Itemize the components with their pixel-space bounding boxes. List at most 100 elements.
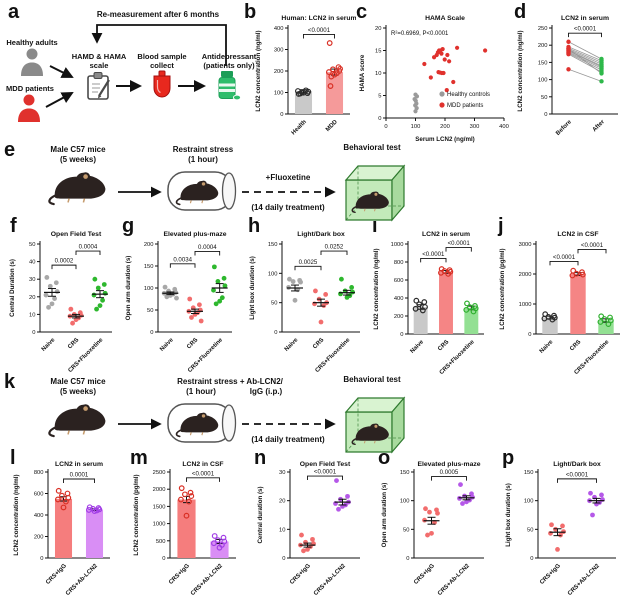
- svg-text:0: 0: [544, 112, 547, 118]
- svg-text:LCN2 concentration (pg/ml): LCN2 concentration (pg/ml): [499, 248, 506, 329]
- svg-text:400: 400: [34, 513, 44, 519]
- panel-letter-g: g: [122, 215, 135, 237]
- svg-text:MDD: MDD: [325, 119, 339, 133]
- svg-text:300: 300: [470, 124, 480, 130]
- svg-text:Central Duration (s): Central Duration (s): [9, 259, 16, 317]
- svg-text:150: 150: [524, 470, 534, 476]
- svg-text:HAMA Scale: HAMA Scale: [425, 15, 465, 22]
- svg-text:0: 0: [32, 330, 35, 336]
- svg-text:Elevated plus-maze: Elevated plus-maze: [163, 231, 226, 238]
- scale-label-1: HAMD & HAMA: [72, 52, 127, 61]
- remeasure-arrow: [91, 24, 227, 66]
- behavior-box-icon: [345, 397, 405, 453]
- panel-letter-c: c: [356, 1, 368, 23]
- panel-letter-m: m: [130, 447, 148, 469]
- svg-text:Light box duration (s): Light box duration (s): [249, 256, 256, 320]
- svg-text:800: 800: [34, 470, 44, 476]
- remeasure-label: Re-measurement after 6 months: [97, 10, 220, 19]
- mice-label-1: Male C57 mice: [50, 377, 106, 386]
- svg-text:100: 100: [538, 78, 548, 84]
- svg-text:150: 150: [400, 470, 410, 476]
- svg-text:100: 100: [144, 286, 154, 292]
- svg-text:600: 600: [394, 278, 404, 284]
- svg-text:R²=0.6969, P<0.0001: R²=0.6969, P<0.0001: [391, 31, 449, 37]
- mdd-patients-label: MDD patients: [6, 84, 54, 93]
- svg-text:100: 100: [411, 124, 421, 130]
- svg-text:50: 50: [527, 527, 533, 533]
- svg-text:Serum LCN2 (ng/ml): Serum LCN2 (ng/ml): [415, 136, 474, 143]
- chart-svg-b: Human: LCN2 in serum 0 100 200 300 400 LCN2 co…: [255, 15, 357, 136]
- svg-text:CRS+Ab-LCN2: CRS+Ab-LCN2: [567, 563, 601, 597]
- svg-text:Naive: Naive: [539, 339, 555, 355]
- svg-text:0.0025: 0.0025: [299, 259, 318, 266]
- svg-text:10: 10: [375, 71, 381, 77]
- mdd-person-icon: [18, 94, 40, 122]
- svg-text:20: 20: [375, 26, 381, 32]
- svg-text:<0.0001: <0.0001: [566, 471, 589, 478]
- svg-text:1000: 1000: [519, 302, 532, 308]
- svg-text:Naive: Naive: [410, 339, 426, 355]
- behavior-box-icon: [345, 165, 405, 221]
- svg-text:LCN2 concentration (ng/ml): LCN2 concentration (ng/ml): [255, 30, 262, 111]
- svg-text:CRS+IgG: CRS+IgG: [289, 563, 312, 586]
- chart-svg-p: Light/Dark box 0 50 100 150 Light box duratio…: [505, 461, 616, 597]
- svg-text:0.0005: 0.0005: [440, 469, 459, 476]
- antidepressant-label-2: (patients only): [203, 61, 255, 70]
- svg-text:1000: 1000: [391, 242, 404, 248]
- svg-text:Before: Before: [555, 119, 573, 137]
- svg-text:Open Field Test: Open Field Test: [300, 461, 351, 468]
- svg-text:150: 150: [144, 264, 154, 270]
- behavioral-test-label: Behavioral test: [343, 143, 401, 152]
- chart-svg-d: LCN2 in serum 0 50 100 150 200 250 LCN2 concent…: [517, 15, 618, 137]
- chart-svg-c: HAMA Scale 0 5 10 15 20 HAMA score 0 100 200 300 40…: [359, 15, 509, 143]
- svg-text:<0.0001: <0.0001: [553, 254, 576, 261]
- svg-text:0: 0: [40, 556, 43, 562]
- svg-text:100: 100: [268, 271, 278, 277]
- panel-letter-n: n: [254, 447, 267, 469]
- arrow-mdd-to-scale: [45, 92, 74, 108]
- mice-label-2: (5 weeks): [60, 387, 96, 396]
- svg-text:CRS+IgG: CRS+IgG: [45, 563, 68, 586]
- svg-text:30: 30: [29, 277, 35, 283]
- svg-text:<0.0001: <0.0001: [308, 27, 331, 34]
- svg-text:10: 10: [29, 312, 35, 318]
- stress-ab-label-2b: IgG (i.p.): [250, 387, 283, 396]
- svg-text:Central duration (s): Central duration (s): [257, 486, 264, 543]
- svg-text:0.0252: 0.0252: [325, 244, 344, 251]
- fluoxetine-label: +Fluoxetine: [266, 173, 311, 182]
- svg-text:LCN2 in serum: LCN2 in serum: [561, 15, 609, 22]
- svg-text:400: 400: [499, 124, 509, 130]
- svg-text:150: 150: [538, 60, 548, 66]
- panel-g-chart: Elevated plus-maze 0 50 100 150 200 Open arm d…: [122, 228, 240, 381]
- panel-o-chart: Elevated plus-maze 0 50 100 150 Open arm dura…: [378, 458, 494, 603]
- svg-text:<0.0001: <0.0001: [574, 26, 597, 33]
- panel-letter-h: h: [248, 215, 261, 237]
- treatment-duration-label: (14 daily treatment): [251, 203, 325, 212]
- svg-text:LCN2 in CSF: LCN2 in CSF: [557, 231, 598, 238]
- svg-text:1500: 1500: [153, 504, 166, 510]
- svg-text:20: 20: [29, 295, 35, 301]
- svg-text:CRS+Ab-LCN2: CRS+Ab-LCN2: [65, 563, 99, 597]
- svg-text:250: 250: [538, 26, 548, 32]
- panel-letter-j: j: [498, 215, 504, 237]
- svg-text:LCN2 in serum: LCN2 in serum: [422, 231, 470, 238]
- svg-text:HAMA score: HAMA score: [359, 54, 366, 91]
- panel-j-chart: LCN2 in CSF 0 1000 2000 3000 LCN2 concentrati…: [496, 228, 630, 383]
- svg-text:0: 0: [282, 556, 285, 562]
- svg-text:0.0034: 0.0034: [173, 256, 192, 263]
- svg-text:0: 0: [162, 556, 165, 562]
- medicine-bottle-icon: [218, 70, 242, 101]
- svg-text:CRS+Ab-LCN2: CRS+Ab-LCN2: [437, 563, 471, 597]
- svg-text:CRS: CRS: [569, 339, 582, 352]
- svg-text:LCN2 concentration (ng/ml): LCN2 concentration (ng/ml): [373, 248, 380, 329]
- restraint-tube-icon: [167, 171, 237, 211]
- svg-text:0: 0: [384, 124, 387, 130]
- stress-label-1: Restraint stress: [173, 145, 234, 154]
- mice-label-2: (5 weeks): [60, 155, 96, 164]
- panel-n-chart: Open Field Test 0 10 20 30 Central duration (…: [254, 458, 370, 603]
- svg-text:0: 0: [150, 330, 153, 336]
- restraint-tube-icon: [167, 403, 237, 443]
- svg-text:CRS+Ab-LCN2: CRS+Ab-LCN2: [190, 563, 224, 597]
- mouse-icon: [48, 403, 107, 438]
